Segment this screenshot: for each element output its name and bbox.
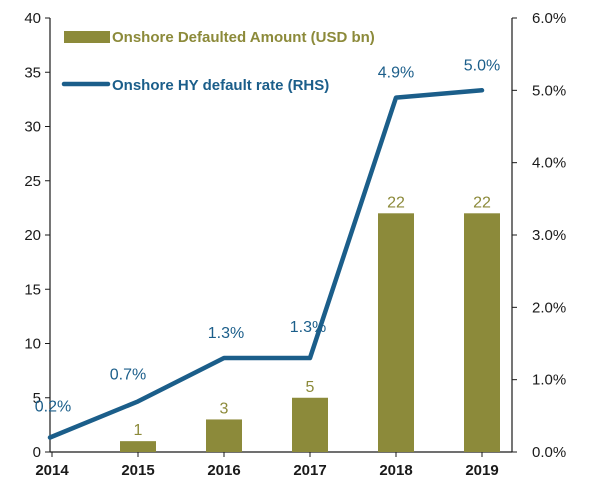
legend-swatch-bar: [64, 31, 110, 43]
data-labels: 1 3 5 22 22 0.2% 0.7% 1.3% 1.3% 4.9% 5.0%: [35, 57, 500, 439]
legend-item-bar: Onshore Defaulted Amount (USD bn): [64, 29, 375, 46]
line-data-label: 5.0%: [464, 57, 500, 74]
y-left-tick-label: 15: [24, 281, 41, 298]
bar-data-label: 3: [220, 400, 229, 417]
bar-series: [120, 213, 500, 452]
y-left-tick-label: 5: [33, 390, 41, 407]
legend: Onshore Defaulted Amount (USD bn) Onshore…: [61, 29, 375, 94]
line-series: [47, 88, 485, 440]
x-tick-label: 2015: [121, 462, 154, 479]
x-tick-label: 2016: [207, 462, 240, 479]
bar: [464, 213, 500, 452]
x-tick-label: 2018: [379, 462, 412, 479]
y-right-tick-label: 6.0%: [532, 10, 566, 27]
line-data-label: 1.3%: [290, 319, 326, 336]
y-left-tick-label: 0: [33, 444, 41, 461]
y-right-tick-label: 0.0%: [532, 444, 566, 461]
legend-item-line: Onshore HY default rate (RHS): [61, 77, 329, 94]
y-left-tick-label: 10: [24, 336, 41, 353]
bar-data-label: 22: [387, 194, 405, 211]
y-left-tick-label: 20: [24, 227, 41, 244]
y-right-tick-label: 1.0%: [532, 372, 566, 389]
legend-label-line: Onshore HY default rate (RHS): [112, 77, 329, 94]
y-left-tick-label: 25: [24, 173, 41, 190]
bar: [120, 441, 156, 452]
bar-data-label: 1: [134, 422, 143, 439]
x-tick-label: 2017: [293, 462, 326, 479]
line-data-label: 1.3%: [208, 325, 244, 342]
y-right-tick-label: 2.0%: [532, 299, 566, 316]
line-data-label: 4.9%: [378, 65, 414, 82]
y-left-tick-label: 30: [24, 119, 41, 136]
line-data-label: 0.7%: [110, 366, 146, 383]
x-tick-label: 2019: [465, 462, 498, 479]
y-right-tick-label: 3.0%: [532, 227, 566, 244]
y-left-tick-label: 40: [24, 10, 41, 27]
bar-data-label: 5: [306, 379, 315, 396]
axes: 05101520253035400.0%1.0%2.0%3.0%4.0%5.0%…: [24, 10, 566, 479]
legend-label-bar: Onshore Defaulted Amount (USD bn): [112, 29, 375, 46]
line-data-label: 0.2%: [35, 399, 71, 416]
x-tick-label: 2014: [35, 462, 69, 479]
y-left-tick-label: 35: [24, 64, 41, 81]
y-right-tick-label: 5.0%: [532, 82, 566, 99]
bar-data-label: 22: [473, 194, 491, 211]
line-path: [47, 88, 485, 440]
bar: [206, 419, 242, 452]
y-right-tick-label: 4.0%: [532, 155, 566, 172]
bar: [292, 397, 328, 452]
bar: [378, 213, 414, 452]
